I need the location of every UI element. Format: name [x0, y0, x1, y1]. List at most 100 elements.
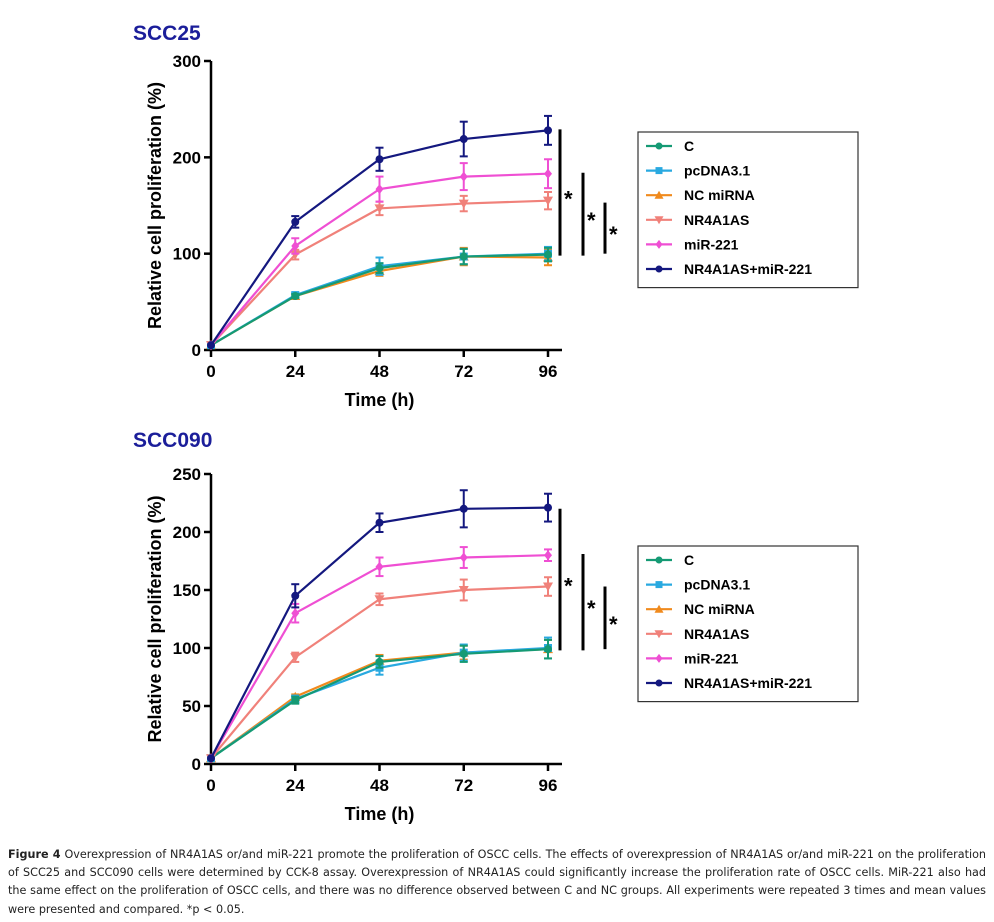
x-tick-label: 72	[454, 362, 473, 381]
y-tick-label: 250	[173, 465, 201, 484]
legend-item: pcDNA3.1	[646, 577, 750, 593]
y-tick-label: 150	[173, 581, 201, 600]
x-tick-label: 96	[539, 776, 558, 795]
y-tick-label: 50	[182, 697, 201, 716]
caption-text: Overexpression of NR4A1AS or/and miR-221…	[8, 848, 987, 916]
chart-title: SCC25	[133, 22, 201, 45]
y-tick-label: 100	[173, 639, 201, 658]
x-tick-label: 96	[539, 362, 558, 381]
x-tick-label: 48	[370, 776, 389, 795]
data-point	[290, 653, 301, 663]
x-tick-label: 72	[454, 776, 473, 795]
series-nr4a1as-mir-221	[207, 489, 552, 763]
series-nr4a1as	[206, 576, 553, 764]
legend-item: miR-221	[646, 236, 739, 252]
data-point	[375, 561, 384, 572]
y-tick-label: 300	[173, 52, 201, 71]
legend-label: miR-221	[684, 236, 739, 252]
legend-label: C	[684, 138, 694, 154]
legend-label: pcDNA3.1	[684, 163, 750, 179]
legend-item: NR4A1AS	[646, 212, 749, 228]
data-point	[544, 503, 552, 512]
data-point	[544, 645, 552, 654]
data-point	[291, 696, 300, 705]
data-point	[543, 582, 553, 592]
data-point	[459, 552, 468, 563]
legend-marker	[655, 142, 663, 150]
data-point	[459, 171, 468, 182]
legend-label: pcDNA3.1	[684, 577, 750, 593]
data-point	[291, 608, 300, 619]
data-point	[459, 135, 468, 144]
series-c	[207, 246, 552, 350]
data-point	[458, 199, 469, 209]
data-point	[375, 155, 384, 164]
significance-asterisk: *	[564, 186, 573, 211]
y-tick-label: 200	[173, 523, 201, 542]
data-point	[544, 168, 552, 179]
x-tick-label: 24	[286, 776, 305, 795]
legend-box	[637, 545, 859, 703]
y-tick-label: 200	[173, 148, 201, 167]
chart-scc090: SCC090 0 50 100 150 200 250 0 24 48 72 96 Time (h) Re…	[133, 429, 859, 824]
legend-label: NR4A1AS	[684, 212, 749, 228]
series-pcdna3-1	[207, 245, 552, 350]
data-point	[207, 754, 215, 763]
legend-item: NR4A1AS+miR-221	[646, 675, 812, 691]
caption-label: Figure 4	[8, 848, 61, 861]
x-axis-label: Time (h)	[345, 390, 415, 410]
significance-asterisk: *	[564, 574, 573, 599]
x-tick-label: 0	[206, 362, 215, 381]
chart-scc25: SCC25 0 100 200 300 0 24 48 72 96 Time (h) Relative…	[133, 22, 859, 410]
data-point	[375, 264, 384, 273]
legend-marker	[655, 556, 663, 564]
legend-marker	[655, 265, 663, 273]
data-point	[544, 550, 552, 561]
data-point	[375, 184, 384, 195]
data-point	[375, 518, 384, 527]
legend-label: C	[684, 552, 694, 568]
legend-item: NC miRNA	[646, 187, 755, 203]
legend-marker	[654, 630, 664, 639]
data-point	[291, 292, 300, 301]
significance-asterisk: *	[587, 208, 596, 233]
data-point	[459, 504, 468, 513]
data-point	[544, 250, 552, 259]
data-point	[291, 240, 300, 251]
x-tick-label: 48	[370, 362, 389, 381]
significance-asterisk: *	[609, 222, 618, 247]
x-tick-label: 0	[206, 776, 215, 795]
legend-marker	[655, 239, 663, 249]
data-point	[291, 217, 300, 226]
legend-marker	[655, 679, 663, 687]
legend-marker	[654, 604, 664, 613]
legend-item: NR4A1AS+miR-221	[646, 261, 812, 277]
series-nr4a1as-mir-221	[207, 114, 552, 350]
legend-label: NR4A1AS+miR-221	[684, 261, 812, 277]
legend-marker	[654, 190, 664, 199]
y-tick-label: 100	[173, 245, 201, 264]
legend-label: miR-221	[684, 650, 739, 666]
x-axis-label: Time (h)	[345, 804, 415, 824]
chart-title: SCC090	[133, 429, 212, 452]
data-point	[207, 341, 215, 350]
series-mir-221	[207, 158, 552, 351]
legend-marker	[655, 167, 663, 175]
y-axis-label: Relative cell proliferation (%)	[145, 495, 165, 742]
legend-box	[637, 131, 859, 289]
y-axis-label: Relative cell proliferation (%)	[145, 82, 165, 329]
legend-item: pcDNA3.1	[646, 163, 750, 179]
data-point	[374, 595, 385, 605]
significance-asterisk: *	[609, 612, 618, 637]
figure-caption: Figure 4 Overexpression of NR4A1AS or/an…	[8, 846, 986, 919]
legend-item: C	[646, 138, 694, 154]
data-point	[459, 252, 468, 261]
data-point	[459, 649, 468, 658]
legend-label: NC miRNA	[684, 601, 755, 617]
legend-item: C	[646, 552, 694, 568]
significance-asterisk: *	[587, 596, 596, 621]
y-tick-label: 0	[192, 341, 201, 360]
legend-marker	[654, 216, 664, 225]
